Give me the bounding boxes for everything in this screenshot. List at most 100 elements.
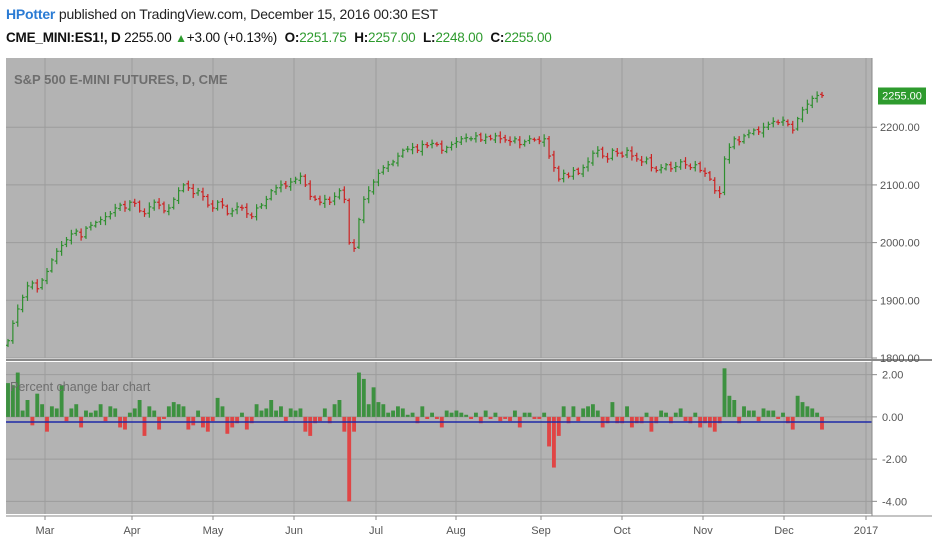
percent-change-bar (820, 416, 824, 430)
percent-change-bar (410, 412, 415, 417)
percent-change-bar (342, 416, 347, 432)
percent-change-series (6, 368, 824, 502)
ohlc-bar (576, 167, 581, 176)
ohlc-bar (800, 106, 805, 123)
price-change: +3.00 (+0.13%) (186, 30, 278, 45)
percent-change-bar (303, 416, 308, 432)
percent-change-bar (225, 416, 230, 434)
indicator-axis[interactable]: 2.00 0.00 -2.00 -4.00 (872, 370, 907, 509)
percent-change-bar (454, 410, 459, 417)
ohlc-bar (196, 187, 201, 196)
percent-change-bar (40, 404, 45, 417)
percent-change-bar (215, 397, 220, 417)
ohlc-bar (79, 228, 84, 241)
percent-change-bar (152, 410, 157, 417)
ohlc-bar (527, 135, 532, 144)
ohlc-bar (571, 167, 576, 180)
ohlc-bar (152, 199, 157, 211)
author-link[interactable]: HPotter (6, 6, 56, 22)
ohlc-bar (449, 141, 454, 151)
ohlc-bar (181, 183, 186, 193)
ohlc-bar (313, 195, 318, 202)
ohlc-bar (620, 151, 625, 158)
symbol-label[interactable]: CME_MINI:ES1!, D (6, 30, 121, 45)
percent-change-bar (605, 416, 610, 424)
ohlc-bar (605, 152, 610, 163)
percent-change-bar (527, 412, 532, 417)
ohlc-bar (600, 146, 605, 159)
ohlc-bar (469, 136, 474, 142)
percent-change-bar (25, 400, 30, 417)
close-label: C: (490, 30, 505, 45)
ohlc-bar (737, 136, 742, 146)
ohlc-bar (707, 171, 712, 181)
ohlc-bar (157, 198, 162, 210)
price-tick-label: 1800.00 (880, 353, 920, 365)
percent-change-bar (415, 416, 420, 424)
percent-change-bar (313, 416, 318, 424)
ohlc-bar (498, 131, 503, 144)
percent-change-bar (381, 404, 386, 417)
percent-change-bar (512, 410, 517, 417)
percent-change-bar (727, 395, 732, 417)
percent-change-bar (166, 406, 171, 417)
price-tick-label: 1900.00 (880, 295, 920, 307)
ohlc-bar (551, 150, 556, 172)
ohlc-bar (566, 172, 571, 179)
ohlc-bar (352, 239, 357, 252)
percent-change-bar (240, 412, 244, 417)
percent-change-bar (191, 416, 196, 426)
ohlc-bar (766, 121, 771, 130)
ohlc-bar (512, 136, 517, 144)
percent-change-bar (493, 412, 498, 417)
percent-change-bar (49, 406, 54, 417)
percent-change-bar (420, 406, 425, 417)
ohlc-bar (664, 163, 669, 171)
percent-change-bar (391, 410, 396, 417)
price-axis[interactable]: 2200.00 2100.00 2000.00 1900.00 1800.00 (872, 122, 920, 365)
ohlc-bar (6, 338, 10, 348)
percent-change-bar (332, 404, 337, 417)
percent-change-bar (113, 408, 118, 417)
quote-line: CME_MINI:ES1!, D 2255.00 ▲+3.00 (+0.13%)… (6, 30, 552, 48)
percent-change-bar (186, 416, 191, 430)
percent-change-bar (644, 412, 649, 417)
percent-change-bar (337, 400, 342, 417)
ohlc-bar (405, 146, 410, 153)
percent-change-bar (566, 416, 571, 424)
percent-change-bar (537, 416, 542, 419)
percent-change-bar (181, 406, 186, 417)
percent-change-bar (93, 410, 98, 417)
ohlc-bar (205, 194, 210, 208)
ohlc-bar (20, 294, 25, 313)
ohlc-bar (293, 176, 298, 184)
indicator-tick-label: -4.00 (882, 496, 907, 508)
percent-change-bar (464, 414, 469, 417)
ohlc-bar (668, 161, 673, 172)
ohlc-bar (220, 198, 225, 209)
percent-change-bar (790, 416, 795, 430)
ohlc-bar (239, 204, 244, 211)
ohlc-bar (59, 241, 64, 256)
ohlc-bar (274, 184, 279, 195)
percent-change-bar (815, 412, 820, 417)
ohlc-bar (761, 122, 766, 138)
ohlc-bar (542, 134, 547, 147)
percent-change-bar (595, 410, 600, 417)
ohlc-bar (176, 187, 181, 204)
ohlc-bar (342, 186, 347, 204)
percent-change-bar (590, 404, 595, 417)
percent-change-bar (293, 410, 298, 417)
ohlc-bar (425, 142, 430, 149)
ohlc-bar (629, 146, 634, 161)
percent-change-bar (6, 383, 10, 417)
percent-change-bar (371, 387, 376, 417)
open-value: 2251.75 (299, 30, 347, 45)
ohlc-bar (191, 183, 196, 199)
ohlc-bar (93, 220, 98, 228)
time-axis[interactable]: Mar Apr May Jun Jul Aug Sep Oct Nov Dec 2017 (36, 516, 879, 537)
ohlc-bar (561, 169, 566, 183)
ohlc-bar (776, 119, 781, 126)
ohlc-bar (244, 203, 249, 218)
